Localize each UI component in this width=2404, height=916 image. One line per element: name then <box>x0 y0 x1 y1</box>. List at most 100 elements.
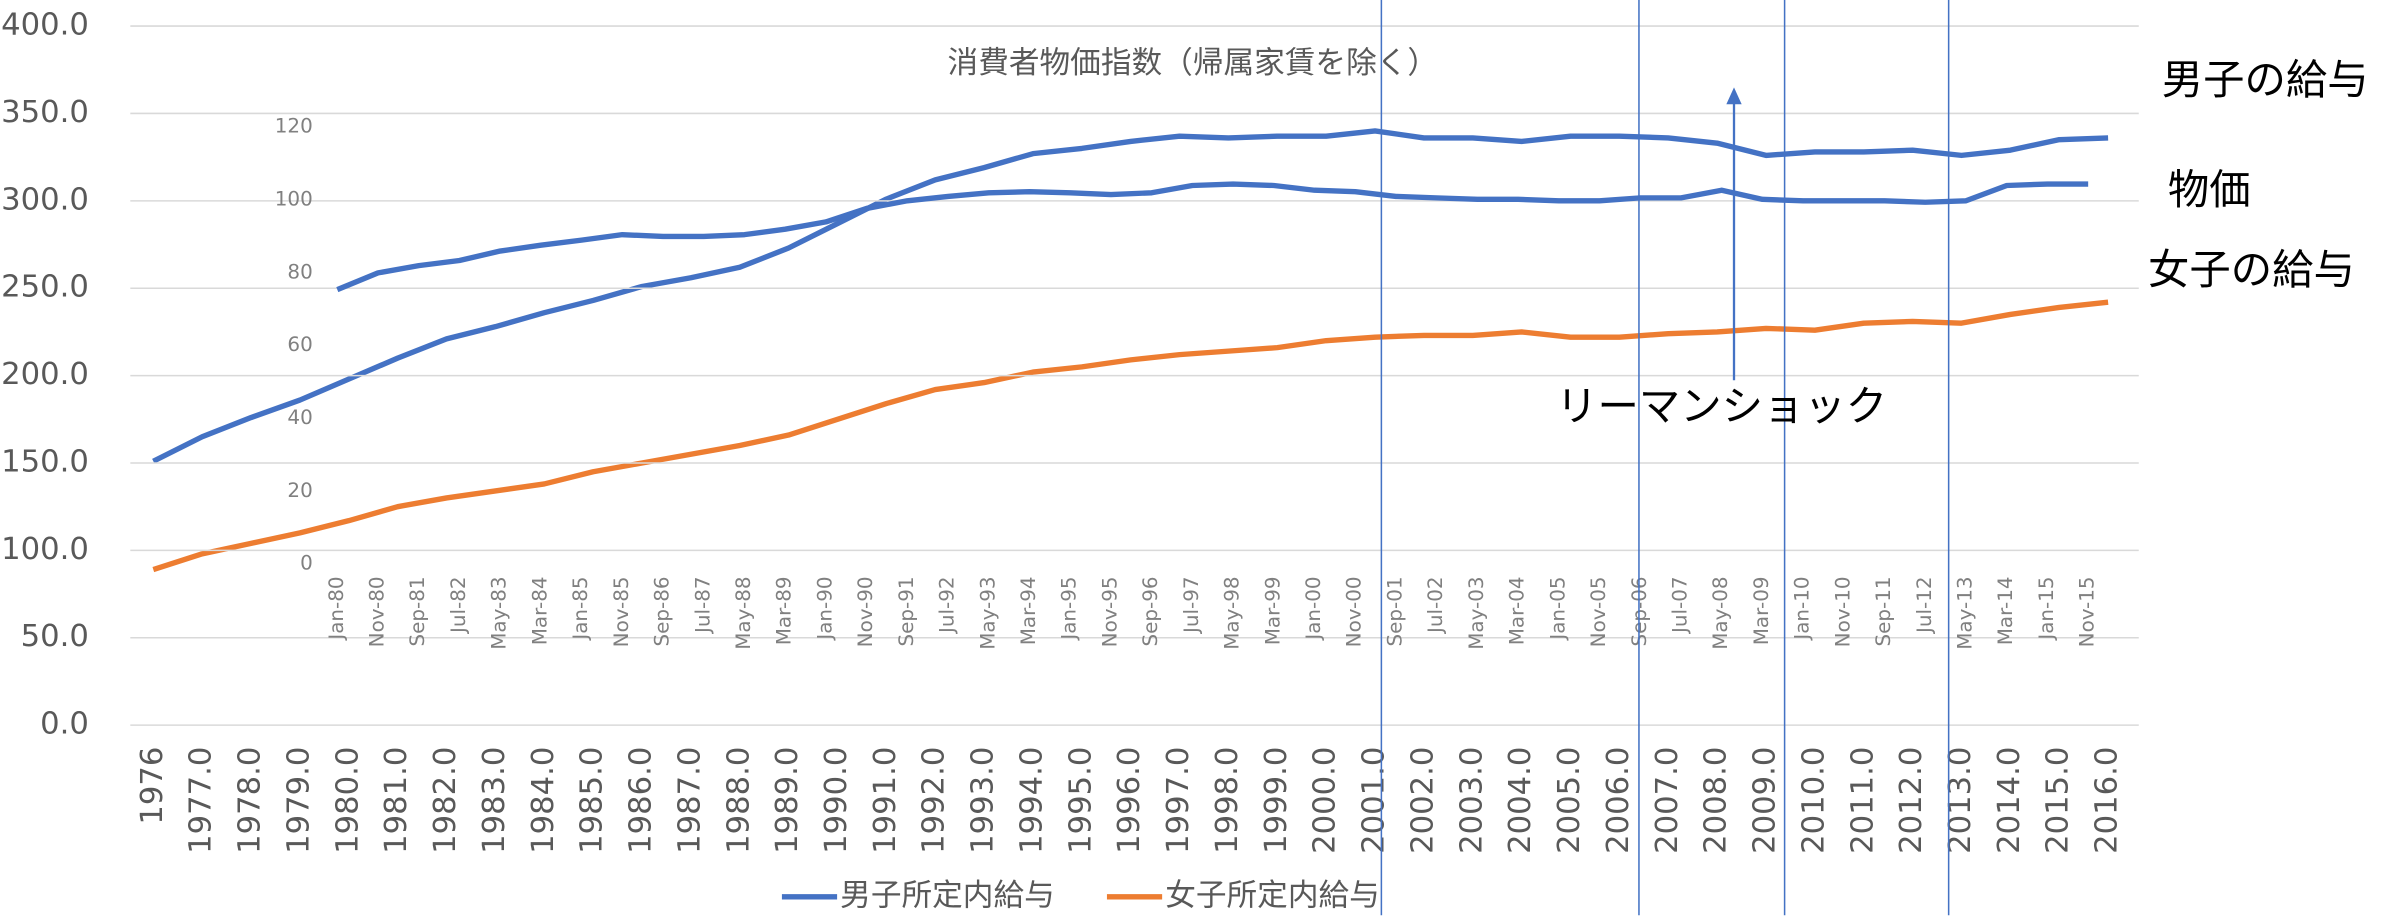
x-tick-label: 1979.0 <box>281 747 316 854</box>
x-tick-label: 2006.0 <box>1601 747 1636 854</box>
x-tick-label: 1994.0 <box>1014 747 1049 854</box>
x-tick-label: 2015.0 <box>2041 747 2076 854</box>
x-tick-label: Sep-86 <box>651 576 674 646</box>
x-tick-label: Jan-05 <box>1546 576 1569 641</box>
x-tick-label: May-13 <box>1954 576 1977 649</box>
y-tick-label: 0.0 <box>40 707 89 742</box>
x-tick-label: 1998.0 <box>1210 747 1245 854</box>
y-tick-label: 20 <box>287 479 312 502</box>
x-tick-label: 1991.0 <box>868 747 903 854</box>
x-tick-label: 1985.0 <box>575 747 610 854</box>
line <box>152 128 2109 464</box>
annotation: 女子の給与 <box>2148 246 2355 294</box>
x-tick-label: Sep-96 <box>1139 576 1162 646</box>
y-tick-label: 0 <box>300 552 313 575</box>
x-tick-label: Mar-94 <box>1017 576 1040 645</box>
event-lines <box>1380 0 1950 916</box>
x-tick-label: Nov-85 <box>610 576 633 647</box>
x-tick-label: 2007.0 <box>1650 747 1685 854</box>
inner-title: 消費者物価指数（帰属家賃を除く） <box>948 46 1439 81</box>
x-tick-label: Jan-85 <box>569 576 592 641</box>
y-tick-label: 200.0 <box>1 357 89 392</box>
x-tick-label: 1980.0 <box>330 747 365 854</box>
legend-label: 男子所定内給与 <box>840 878 1055 913</box>
x-tick-label: May-88 <box>732 576 755 649</box>
x-tick-label: Nov-00 <box>1343 576 1366 647</box>
x-tick-label: Mar-99 <box>1261 576 1284 645</box>
x-tick-label: 2000.0 <box>1308 747 1343 854</box>
x-tick-label: 1996.0 <box>1112 747 1147 854</box>
x-tick-label: Jul-92 <box>936 576 959 635</box>
x-tick-label: Jan-10 <box>1791 576 1814 641</box>
x-tick-label: 2011.0 <box>1845 747 1880 854</box>
x-tick-label: Jul-07 <box>1668 576 1691 635</box>
x-tick-label: 1993.0 <box>966 747 1001 854</box>
x-tick-label: 1989.0 <box>770 747 805 854</box>
annotation: リーマンショック <box>1556 382 1887 430</box>
arrow-head <box>1726 87 1742 105</box>
y-tick-label: 60 <box>287 333 312 356</box>
x-tick-label: Mar-84 <box>528 576 551 645</box>
x-tick-label: 1978.0 <box>233 747 268 854</box>
x-tick-label: Jul-82 <box>447 576 470 635</box>
line <box>152 299 2109 573</box>
x-tick-label: May-93 <box>976 576 999 649</box>
x-tick-label: 1984.0 <box>526 747 561 854</box>
line <box>336 181 2089 293</box>
x-tick-label: 2014.0 <box>1992 747 2027 854</box>
legend-label: 女子所定内給与 <box>1165 878 1380 913</box>
x-tick-label: Nov-95 <box>1098 576 1121 647</box>
y-tick-label: 350.0 <box>1 95 89 130</box>
y-tick-label: 250.0 <box>1 270 89 305</box>
y-tick-label: 150.0 <box>1 444 89 479</box>
x-tick-label: Sep-01 <box>1383 576 1406 646</box>
x-tick-label: Jan-90 <box>813 576 836 641</box>
x-tick-label: 2016.0 <box>2090 747 2125 854</box>
x-tick-label: 1988.0 <box>721 747 756 854</box>
x-tick-label: 2002.0 <box>1405 747 1440 854</box>
y-tick-label: 50.0 <box>21 619 89 654</box>
y-tick-label: 80 <box>287 260 312 283</box>
x-tick-label: 1976 <box>135 747 170 825</box>
annotation: 男子の給与 <box>2162 56 2369 104</box>
x-tick-label: May-83 <box>488 576 511 649</box>
x-tick-label: 1982.0 <box>428 747 463 854</box>
x-tick-label: Jan-00 <box>1302 576 1325 641</box>
x-tick-label: 2008.0 <box>1699 747 1734 854</box>
x-tick-label: May-98 <box>1221 576 1244 649</box>
y-tick-label: 100 <box>275 188 313 211</box>
x-tick-label: 1990.0 <box>819 747 854 854</box>
x-tick-label: Sep-91 <box>895 576 918 646</box>
x-tick-label: Jan-15 <box>2035 576 2058 641</box>
x-tick-label: Mar-89 <box>773 576 796 645</box>
x-tick-label: Jan-95 <box>1058 576 1081 641</box>
y-tick-label: 400.0 <box>1 8 89 43</box>
x-tick-label: 1981.0 <box>379 747 414 854</box>
y-tick-label: 100.0 <box>1 532 89 567</box>
x-tick-label: May-03 <box>1465 576 1488 649</box>
x-tick-label: 1995.0 <box>1063 747 1098 854</box>
x-tick-label: Nov-15 <box>2076 576 2099 647</box>
x-tick-label: May-08 <box>1709 576 1732 649</box>
x-tick-label: 2001.0 <box>1357 747 1392 854</box>
x-tick-label: Jul-02 <box>1424 576 1447 635</box>
x-tick-label: 2010.0 <box>1796 747 1831 854</box>
x-tick-label: 2012.0 <box>1894 747 1929 854</box>
x-tick-label: 1977.0 <box>184 747 219 854</box>
x-tick-label: Mar-14 <box>1994 576 2017 645</box>
y-tick-label: 40 <box>287 406 312 429</box>
x-tick-label: Mar-09 <box>1750 576 1773 645</box>
y-tick-label: 120 <box>275 115 313 138</box>
x-tick-label: 1983.0 <box>477 747 512 854</box>
x-tick-label: Sep-11 <box>1872 576 1895 646</box>
annotation: 物価 <box>2168 166 2251 214</box>
x-tick-label: 2009.0 <box>1748 747 1783 854</box>
x-tick-label: Sep-81 <box>406 576 429 646</box>
x-tick-label: Jul-97 <box>1180 576 1203 635</box>
x-tick-label: 2003.0 <box>1454 747 1489 854</box>
x-tick-label: 1997.0 <box>1161 747 1196 854</box>
x-tick-label: Jul-12 <box>1913 576 1936 635</box>
x-tick-label: Nov-10 <box>1831 576 1854 647</box>
x-tick-label: 2004.0 <box>1503 747 1538 854</box>
